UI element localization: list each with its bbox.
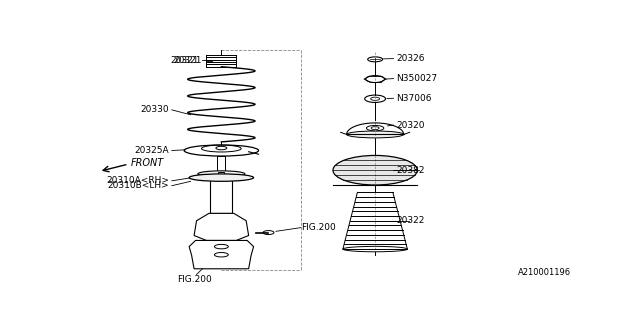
- Text: 20325A: 20325A: [134, 146, 169, 155]
- Ellipse shape: [198, 171, 245, 177]
- Ellipse shape: [347, 131, 404, 138]
- Text: FIG.200: FIG.200: [301, 223, 335, 232]
- Ellipse shape: [333, 156, 417, 185]
- Ellipse shape: [367, 125, 384, 131]
- Ellipse shape: [371, 127, 379, 130]
- Ellipse shape: [365, 95, 385, 102]
- Text: FRONT: FRONT: [131, 158, 164, 168]
- Text: 20382: 20382: [396, 166, 424, 175]
- Ellipse shape: [214, 252, 228, 257]
- Ellipse shape: [189, 174, 253, 181]
- Text: 20326: 20326: [396, 54, 424, 63]
- Text: 20321: 20321: [173, 56, 202, 65]
- Text: N350027: N350027: [396, 74, 437, 83]
- Text: 20321: 20321: [170, 56, 199, 65]
- Text: 20330: 20330: [141, 105, 169, 114]
- Bar: [211, 177, 232, 213]
- Ellipse shape: [216, 146, 227, 150]
- Text: A210001196: A210001196: [518, 268, 571, 277]
- Ellipse shape: [365, 76, 385, 83]
- Text: N37006: N37006: [396, 94, 431, 103]
- Ellipse shape: [367, 57, 383, 62]
- Ellipse shape: [343, 246, 408, 252]
- Polygon shape: [189, 240, 253, 269]
- Ellipse shape: [263, 231, 274, 235]
- Text: 20322: 20322: [396, 216, 424, 225]
- Text: 20320: 20320: [396, 121, 424, 130]
- Text: 20310B<LH>: 20310B<LH>: [108, 181, 169, 190]
- Bar: [218, 172, 225, 177]
- Polygon shape: [194, 213, 248, 240]
- Text: 20310A<RH>: 20310A<RH>: [106, 176, 169, 185]
- Text: FIG.200: FIG.200: [177, 275, 211, 284]
- Ellipse shape: [214, 244, 228, 249]
- Ellipse shape: [371, 97, 380, 100]
